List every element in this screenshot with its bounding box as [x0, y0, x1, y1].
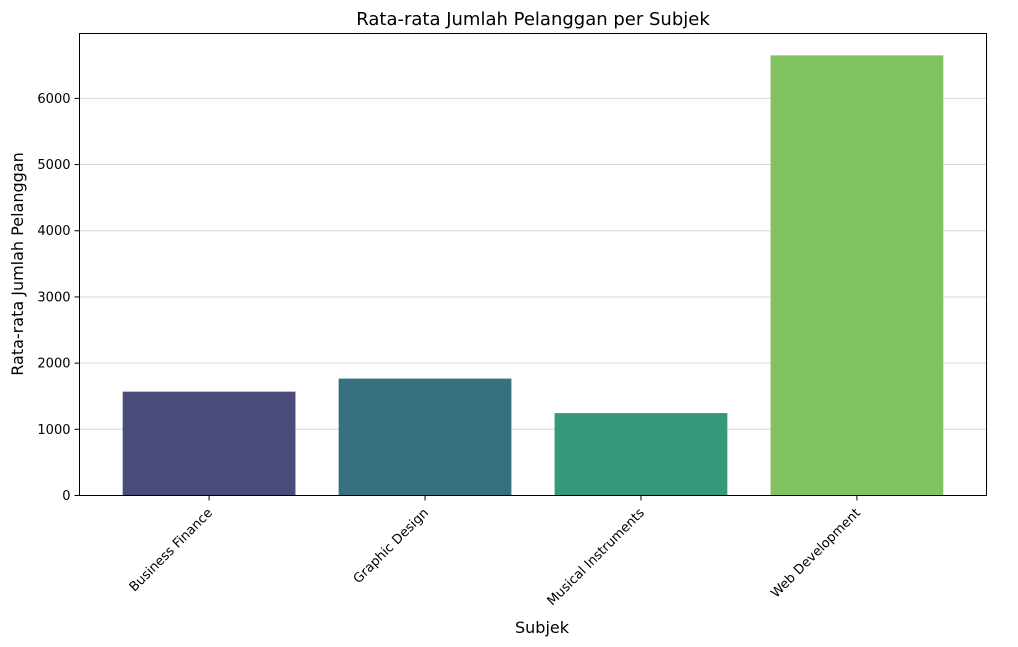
y-tick-label: 3000 — [37, 290, 70, 305]
x-axis-ticks: Business Finance Graphic Design Musical In… — [127, 495, 864, 609]
bar-musical-instruments — [554, 413, 728, 496]
x-tick-label: Graphic Design — [351, 506, 432, 587]
y-tick-label: 1000 — [37, 423, 70, 438]
bar-web-development — [770, 55, 944, 496]
chart-title: Rata-rata Jumlah Pelanggan per Subjek — [356, 9, 710, 30]
x-axis-label: Subjek — [515, 618, 570, 637]
y-axis-label: Rata-rata Jumlah Pelanggan — [8, 152, 27, 375]
y-tick-label: 6000 — [37, 92, 70, 107]
y-axis-ticks: 0 1000 2000 3000 4000 5000 6000 — [37, 92, 80, 504]
y-tick-label: 5000 — [37, 158, 70, 173]
y-tick-label: 2000 — [37, 357, 70, 372]
y-tick-label: 0 — [62, 489, 70, 504]
bars — [122, 55, 944, 496]
x-tick-label: Web Development — [768, 506, 863, 601]
plot-frame — [79, 33, 987, 496]
bar-graphic-design — [338, 378, 512, 496]
bar-business-finance — [122, 391, 296, 496]
x-tick-label: Business Finance — [127, 506, 216, 595]
x-tick-label: Musical Instruments — [545, 506, 648, 609]
y-tick-label: 4000 — [37, 224, 70, 239]
